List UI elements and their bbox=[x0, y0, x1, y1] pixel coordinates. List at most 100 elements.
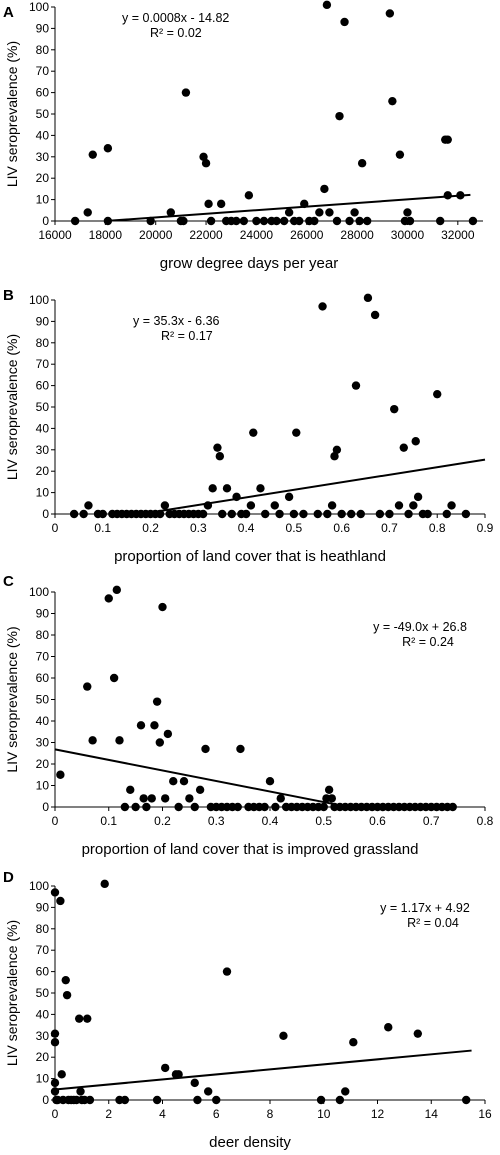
panel-a-data-point bbox=[181, 88, 191, 97]
panel-b-letter: B bbox=[3, 287, 14, 304]
panel-c-x-tick-label: 0.7 bbox=[423, 814, 440, 828]
panel-c-data-point bbox=[233, 802, 242, 812]
panel-b-data-point bbox=[442, 509, 451, 519]
panel-c-data-point bbox=[271, 802, 280, 812]
panel-c-data-point bbox=[448, 802, 457, 812]
panel-b-data-point bbox=[337, 509, 346, 519]
panel-c-x-tick-label: 0 bbox=[52, 814, 59, 828]
panel-c-data-point bbox=[150, 721, 159, 730]
panel-a-y-tick-label: 80 bbox=[36, 43, 50, 57]
panel-b-x-tick-label: 0.8 bbox=[429, 521, 446, 535]
panel-a-data-point bbox=[295, 216, 304, 226]
panel-a-equation: y = 0.0008x - 14.82 bbox=[122, 11, 229, 25]
panel-c-y-tick-label: 80 bbox=[36, 628, 50, 642]
panel-c-data-point bbox=[185, 794, 194, 803]
panel-b-data-point bbox=[318, 302, 327, 311]
panel-c-r-squared: R² = 0.24 bbox=[402, 635, 454, 649]
panel-b-y-tick-label: 100 bbox=[29, 293, 49, 307]
panel-a-letter: A bbox=[3, 4, 14, 21]
panel-c-data-point bbox=[160, 794, 170, 803]
panel-d-data-point bbox=[413, 1029, 423, 1038]
panel-a-x-tick-label: 30000 bbox=[391, 228, 425, 242]
panel-d-data-point bbox=[74, 1014, 84, 1023]
panel-c-x-axis-label: proportion of land cover that is improve… bbox=[82, 841, 419, 858]
panel-c-data-point bbox=[190, 802, 199, 812]
panel-a-data-point bbox=[443, 135, 452, 144]
panel-b-data-point bbox=[289, 509, 299, 519]
panel-b-data-point bbox=[249, 428, 258, 437]
panel-a-y-tick-label: 100 bbox=[29, 0, 49, 14]
panel-b-data-point bbox=[215, 452, 225, 461]
panel-b-data-point bbox=[270, 501, 279, 510]
panel-b-y-tick-label: 80 bbox=[36, 336, 50, 350]
panel-a-y-axis-label: LIV seroprevalence (%) bbox=[4, 41, 20, 187]
panel-b-data-point bbox=[394, 501, 404, 510]
panel-b-data-point bbox=[370, 310, 380, 320]
panel-b-data-point bbox=[423, 509, 432, 519]
panel-b-data-point bbox=[208, 484, 217, 493]
panel-b-data-point bbox=[413, 492, 423, 502]
panel-c-data-point bbox=[163, 729, 173, 739]
panel-d-x-tick-label: 6 bbox=[213, 1107, 220, 1121]
panel-c-equation: y = -49.0x + 26.8 bbox=[373, 620, 467, 634]
panel-a-x-tick-label: 24000 bbox=[240, 228, 274, 242]
panel-a-y-tick-label: 90 bbox=[36, 21, 50, 35]
panel-b-data-point bbox=[411, 437, 420, 446]
panel-b-y-tick-label: 10 bbox=[36, 486, 50, 500]
panel-d-x-tick-label: 0 bbox=[52, 1107, 59, 1121]
panel-b-data-point bbox=[222, 484, 232, 493]
panel-b-y-axis-label: LIV seroprevalence (%) bbox=[4, 334, 20, 480]
panel-d-y-tick-label: 40 bbox=[36, 1007, 50, 1021]
panel-b-data-point bbox=[385, 509, 394, 519]
panel-d-x-tick-label: 8 bbox=[267, 1107, 274, 1121]
panel-b-data-point bbox=[433, 389, 442, 399]
panel-b-data-point bbox=[461, 509, 471, 519]
panel-c-data-point bbox=[147, 794, 156, 803]
panel-a-data-point bbox=[340, 17, 349, 27]
panel-b-y-tick-label: 70 bbox=[36, 357, 50, 371]
panel-a-x-tick-label: 32000 bbox=[441, 228, 475, 242]
panel-b-x-tick-label: 0.4 bbox=[238, 521, 255, 535]
panel-c-data-point bbox=[319, 802, 328, 812]
panel-d-y-tick-label: 50 bbox=[36, 986, 50, 1000]
panel-c-data-point bbox=[179, 777, 189, 786]
panel-a-x-tick-label: 16000 bbox=[38, 228, 72, 242]
panel-b-y-tick-label: 0 bbox=[42, 507, 49, 521]
panel-c-data-point bbox=[115, 736, 124, 745]
panel-b-data-point bbox=[227, 509, 236, 519]
panel-c-x-tick-label: 0.8 bbox=[477, 814, 494, 828]
panel-c-data-point bbox=[142, 802, 151, 812]
panel-d-y-tick-label: 80 bbox=[36, 922, 50, 936]
panel-c-data-point bbox=[260, 802, 269, 812]
panel-d-data-point bbox=[57, 1070, 66, 1079]
panel-d-x-tick-label: 4 bbox=[159, 1107, 166, 1121]
panel-c-data-point bbox=[139, 794, 148, 803]
panel-a-data-point bbox=[179, 216, 188, 226]
panel-a-data-point bbox=[320, 184, 329, 194]
panel-c-data-point bbox=[201, 744, 210, 754]
panel-d-data-point bbox=[190, 1078, 199, 1088]
panel-b-data-point bbox=[241, 509, 251, 519]
panel-d-data-point bbox=[152, 1095, 162, 1105]
panel-c-y-tick-label: 40 bbox=[36, 714, 50, 728]
panel-a-data-point bbox=[403, 208, 412, 217]
panel-c-x-tick-label: 0.5 bbox=[315, 814, 332, 828]
panel-c-x-tick-label: 0.1 bbox=[100, 814, 117, 828]
panel-a-data-point bbox=[166, 208, 176, 217]
panel-b-data-point bbox=[356, 509, 365, 519]
panel-a-data-point bbox=[468, 216, 478, 226]
panel-d-x-axis-label: deer density bbox=[209, 1134, 291, 1150]
panel-c-letter: C bbox=[3, 573, 14, 590]
panel-a-data-point bbox=[436, 216, 445, 226]
panel-d-data-point bbox=[174, 1070, 183, 1079]
panel-b-trendline bbox=[140, 458, 486, 515]
panel-b-data-point bbox=[299, 509, 308, 519]
panel-c-data-point bbox=[112, 585, 122, 595]
panel-d-y-tick-label: 60 bbox=[36, 965, 50, 979]
panel-d-y-tick-label: 20 bbox=[36, 1050, 50, 1064]
panel-a-data-point bbox=[385, 9, 395, 18]
panel-d-y-tick-label: 70 bbox=[36, 943, 50, 957]
panel-d-data-point bbox=[120, 1095, 130, 1105]
panel-a-data-point bbox=[405, 216, 415, 226]
